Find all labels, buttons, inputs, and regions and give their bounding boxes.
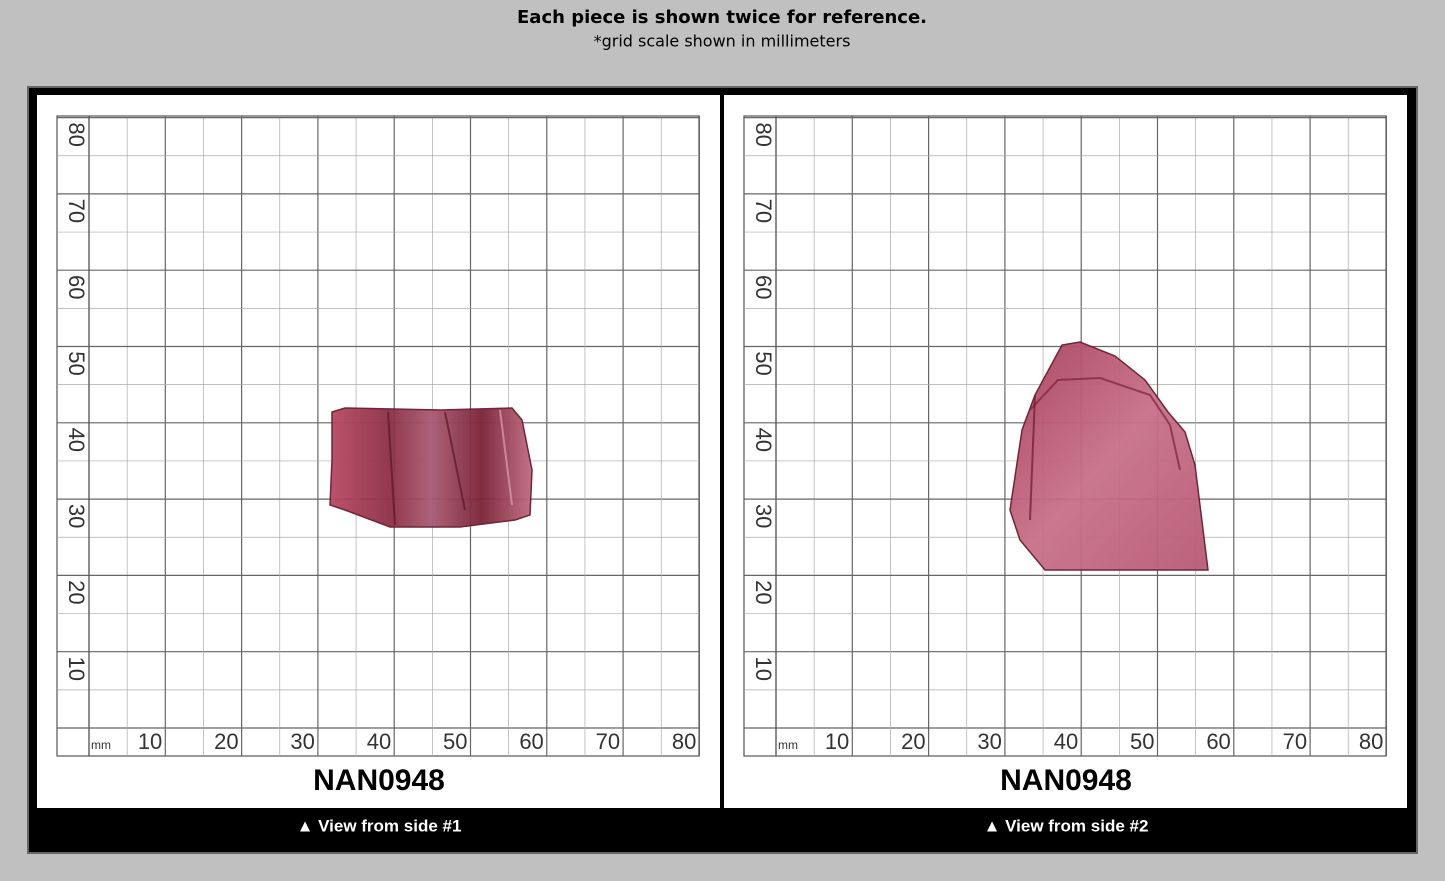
x-scale-label: 70 — [596, 729, 620, 754]
x-scale-label: 10 — [825, 729, 849, 754]
product-name: NAN0948 — [1000, 764, 1132, 797]
y-scale-label: 30 — [64, 504, 89, 528]
x-scale-label: 40 — [1054, 729, 1078, 754]
x-scale-label: 70 — [1283, 729, 1307, 754]
crystal — [329, 407, 533, 528]
crystal-facet — [444, 411, 466, 511]
y-scale-label: 80 — [64, 122, 89, 146]
product-name: NAN0948 — [313, 764, 445, 797]
view-caption: ▲ View from side #1 — [297, 816, 462, 835]
x-scale-label: 30 — [977, 729, 1001, 754]
x-scale-label: 80 — [1359, 729, 1383, 754]
x-scale-label: 30 — [290, 729, 314, 754]
y-scale-label: 40 — [751, 428, 776, 452]
subtitle: *grid scale shown in millimeters — [594, 32, 851, 51]
x-scale-label: 50 — [443, 729, 467, 754]
x-scale-label: 10 — [138, 729, 162, 754]
x-scale-label: 20 — [901, 729, 925, 754]
y-scale-label: 70 — [64, 199, 89, 223]
crystal — [1009, 341, 1209, 571]
title: Each piece is shown twice for reference. — [517, 7, 927, 28]
crystal-facet — [387, 411, 396, 526]
y-scale-label: 10 — [751, 656, 776, 680]
crystal-facet — [1029, 376, 1181, 471]
y-scale-label: 60 — [64, 275, 89, 299]
panels: mm 10 20 30 40 50 60 70 80 10 20 30 40 50 60 70 80 NAN094… — [37, 95, 1407, 835]
y-scale-label: 50 — [64, 351, 89, 375]
y-scale-label: 80 — [751, 122, 776, 146]
y-scale-label: 30 — [751, 504, 776, 528]
x-scale-label: 60 — [519, 729, 543, 754]
unit-label: mm — [778, 738, 798, 752]
y-scale-label: 70 — [751, 199, 776, 223]
crystal-facet — [499, 409, 513, 506]
crystal-facet — [1029, 394, 1036, 521]
panel: mm 10 20 30 40 50 60 70 80 10 20 30 40 50 60 70 80 NAN094… — [37, 95, 720, 835]
x-scale-label: 20 — [214, 729, 238, 754]
y-scale-label: 60 — [751, 275, 776, 299]
panel: mm 10 20 30 40 50 60 70 80 10 20 30 40 50 60 70 80 NAN094… — [724, 95, 1407, 835]
y-scale-label: 40 — [64, 428, 89, 452]
unit-label: mm — [91, 738, 111, 752]
y-scale-label: 20 — [751, 580, 776, 604]
view-caption: ▲ View from side #2 — [984, 816, 1149, 835]
x-scale-label: 40 — [367, 729, 391, 754]
x-scale-label: 80 — [672, 729, 696, 754]
x-scale-label: 50 — [1130, 729, 1154, 754]
x-scale-label: 60 — [1206, 729, 1230, 754]
y-scale-label: 50 — [751, 351, 776, 375]
y-scale-label: 10 — [64, 656, 89, 680]
y-scale-label: 20 — [64, 580, 89, 604]
